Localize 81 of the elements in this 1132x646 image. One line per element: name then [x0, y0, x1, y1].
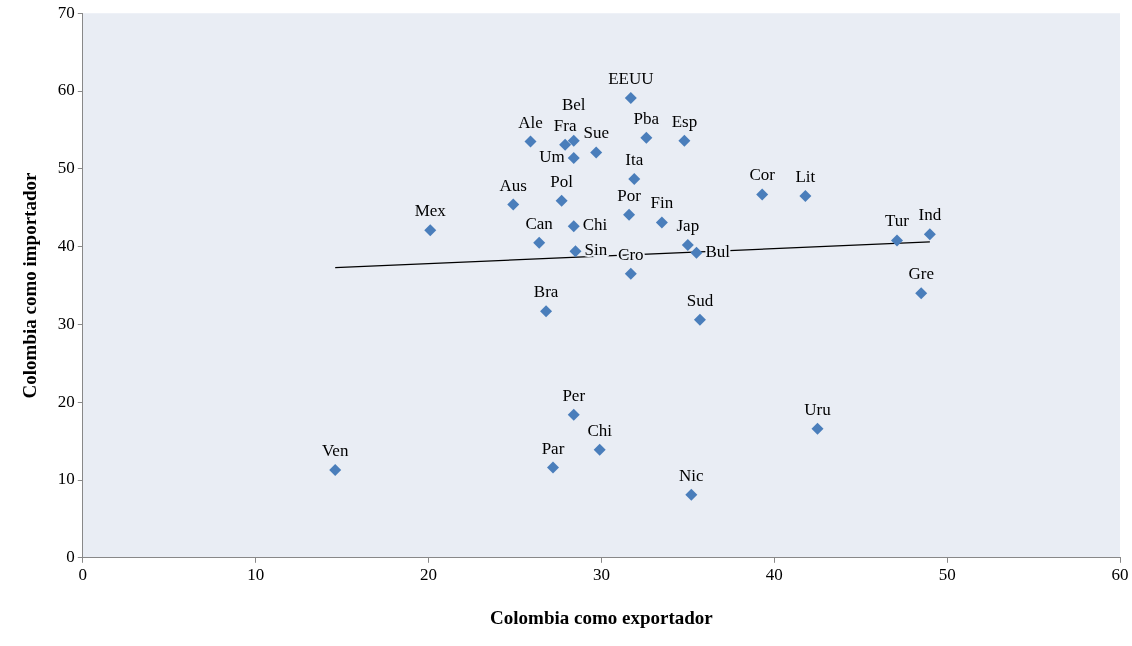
point [915, 287, 928, 300]
point [685, 488, 698, 501]
point [593, 443, 606, 456]
point [569, 245, 582, 258]
annotation: Por [617, 185, 642, 205]
annotation: Jap [676, 216, 700, 236]
annotation: Pol [550, 171, 574, 191]
point [891, 234, 903, 247]
point [559, 138, 572, 151]
point [923, 228, 936, 241]
point [567, 134, 580, 147]
point [329, 463, 342, 476]
x-tick-label: 40 [765, 565, 783, 585]
x-tick-label: 10 [247, 565, 265, 585]
point [628, 172, 641, 185]
annotation: EEUU [608, 68, 654, 88]
x-tick-label: 20 [420, 565, 438, 585]
annotation: Tur [885, 211, 910, 231]
y-tick-label: 20 [57, 391, 75, 411]
point [524, 135, 537, 148]
annotation: Um [539, 146, 565, 166]
annotation: Ven [321, 440, 349, 460]
annotation: Ale [518, 112, 543, 132]
annotation: Gre [908, 264, 934, 284]
point [533, 236, 546, 249]
y-tick-label: 0 [66, 547, 75, 567]
annotation: Par [541, 438, 565, 458]
annotation: Esp [671, 111, 698, 131]
point [681, 239, 694, 252]
point [655, 216, 668, 229]
x-axis-title: Colombia como exportador [490, 606, 714, 628]
y-tick-label: 50 [57, 158, 75, 178]
y-tick-label: 70 [57, 2, 75, 22]
annotation: Uru [804, 399, 832, 419]
annotation: Bel [561, 94, 586, 114]
point [547, 461, 559, 474]
annotation: Sue [583, 123, 609, 143]
point [567, 151, 580, 164]
annotation: Pba [633, 108, 660, 128]
annotation: Per [562, 385, 586, 405]
annotation: Chi [587, 420, 613, 440]
point [624, 92, 637, 104]
annotation: Sud [686, 290, 714, 310]
annotation: Bra [533, 282, 559, 302]
annotation: Cor [749, 165, 776, 185]
point [799, 190, 812, 203]
point [811, 422, 824, 435]
point [567, 408, 580, 421]
annotation: Ita [625, 149, 644, 169]
x-tick-label: 30 [592, 565, 610, 585]
annotation: Lit [795, 167, 816, 186]
point [640, 131, 653, 144]
annotation: Chi [582, 215, 608, 235]
annotation: Fra [553, 115, 577, 135]
annotation: Aus [499, 175, 527, 195]
x-tick-label: 0 [78, 565, 88, 585]
annotation: Nic [679, 465, 705, 485]
x-tick-label: 50 [938, 565, 956, 585]
point [590, 146, 603, 159]
point [693, 313, 706, 326]
point [623, 208, 636, 221]
annotation: Mex [414, 201, 447, 221]
point [424, 224, 437, 237]
annotation: Sin [584, 240, 608, 260]
y-tick-label: 60 [57, 80, 75, 100]
y-axis-title: Colombia como importador [19, 172, 41, 399]
y-tick-label: 10 [57, 469, 75, 489]
annotation: Fin [650, 193, 674, 213]
point [540, 305, 553, 318]
point [624, 267, 637, 280]
y-tick-label: 30 [57, 313, 75, 333]
point [756, 188, 769, 201]
point [567, 220, 580, 233]
x-tick-label: 60 [1111, 565, 1129, 585]
point [690, 246, 703, 259]
y-tick-label: 40 [57, 236, 75, 256]
annotation: Ind [918, 205, 942, 225]
point [507, 198, 520, 211]
annotation: Can [525, 213, 554, 233]
point [678, 134, 691, 147]
point [555, 194, 568, 207]
